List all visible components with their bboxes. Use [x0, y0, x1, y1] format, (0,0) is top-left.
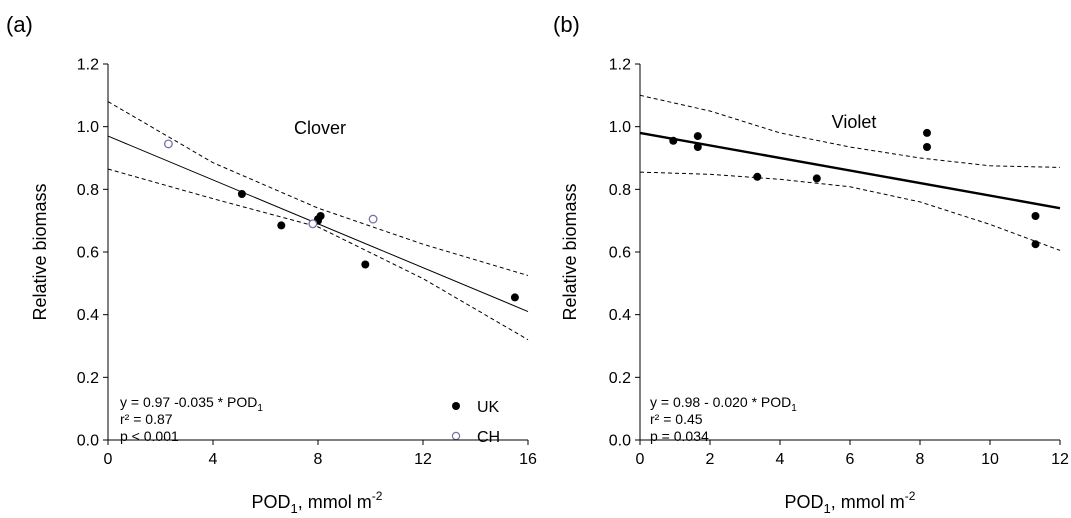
panel-a-legend: UK CH — [451, 399, 500, 446]
y-tick-label: 0.4 — [77, 307, 99, 324]
y-tick-label: 0.8 — [609, 182, 631, 199]
y-tick-label: 0.2 — [77, 370, 99, 387]
panel-a-data-point — [237, 190, 246, 198]
panel-a-data-point — [163, 139, 173, 149]
panel-a: (a) Clover Relative biomass POD1, mmol m… — [6, 12, 537, 516]
panel-b-stats: y = 0.98 - 0.020 * POD1 r² = 0.45 p = 0.… — [650, 394, 797, 444]
panel-b-data-point — [923, 143, 931, 151]
panel-b-x-axis-label: POD1, mmol m-2 — [785, 489, 916, 516]
panel-b-ci-upper-line — [639, 94, 1061, 168]
panel-a-data-point — [510, 293, 519, 302]
panel-a-y-axis-label: Relative biomass — [30, 183, 50, 320]
panel-b-data-point — [1031, 240, 1040, 249]
x-tick-label: 0 — [636, 451, 645, 468]
panel-b-data-point — [1031, 212, 1040, 220]
x-tick-label: 12 — [414, 451, 432, 468]
panel-b-label: (b) — [553, 12, 580, 37]
panel-b-y-axis-label: Relative biomass — [560, 183, 580, 320]
panel-a-data-point — [308, 219, 318, 229]
y-tick-label: 0.4 — [609, 307, 631, 324]
y-tick-label: 1.0 — [609, 119, 631, 136]
panel-a-x-axis-label: POD1, mmol m-2 — [252, 489, 383, 516]
x-tick-label: 0 — [104, 451, 113, 468]
panel-b: (b) Violet Relative biomass POD1, mmol m… — [553, 12, 1069, 516]
x-tick-label: 4 — [776, 451, 785, 468]
x-tick-label: 16 — [519, 451, 537, 468]
panel-b-fit-line — [639, 131, 1061, 210]
y-tick-label: 0.6 — [77, 245, 99, 262]
legend-ch-label: CH — [477, 429, 500, 446]
panel-b-data-point — [753, 172, 762, 181]
legend-ch-marker — [451, 431, 461, 441]
panel-a-data-point — [277, 221, 286, 230]
panel-a-equation: y = 0.97 -0.035 * POD1 — [120, 394, 263, 414]
panel-b-title: Violet — [832, 112, 877, 132]
y-tick-label: 0.0 — [77, 433, 99, 450]
panel-b-data-point — [669, 136, 678, 145]
panel-b-equation: y = 0.98 - 0.020 * POD1 — [650, 394, 797, 414]
panel-a-ci-lower-line — [107, 168, 529, 341]
panel-a-p-value: p < 0.001 — [120, 428, 179, 444]
panel-a-data-point — [316, 212, 325, 220]
x-tick-label: 8 — [916, 451, 925, 468]
x-tick-label: 6 — [846, 451, 855, 468]
panel-b-data-point — [812, 174, 821, 183]
legend-uk-label: UK — [477, 399, 500, 416]
panel-b-r-squared: r² = 0.45 — [650, 411, 703, 427]
panel-a-data-point — [368, 214, 378, 224]
panel-b-p-value: p = 0.034 — [650, 428, 709, 444]
x-tick-label: 2 — [706, 451, 715, 468]
y-tick-label: 0.6 — [609, 245, 631, 262]
y-tick-label: 1.0 — [77, 119, 99, 136]
x-tick-label: 10 — [981, 451, 999, 468]
y-tick-label: 1.2 — [609, 57, 631, 74]
panel-a-label: (a) — [6, 12, 33, 37]
panel-a-data-point — [361, 260, 370, 269]
panel-b-data-point — [923, 128, 931, 137]
x-tick-label: 4 — [209, 451, 218, 468]
y-tick-label: 1.2 — [77, 57, 99, 74]
y-tick-label: 0.2 — [609, 370, 631, 387]
legend-uk-marker — [452, 402, 460, 410]
panel-a-title: Clover — [294, 118, 346, 138]
panel-a-ci-upper-line — [107, 101, 529, 276]
panel-b-data-point — [693, 143, 702, 151]
x-tick-label: 12 — [1051, 451, 1069, 468]
panel-a-stats: y = 0.97 -0.035 * POD1 r² = 0.87 p < 0.0… — [120, 394, 263, 444]
panel-b-ci-lower-line — [639, 171, 1061, 251]
y-tick-label: 0.8 — [77, 182, 99, 199]
panel-b-data-point — [693, 132, 702, 141]
x-tick-label: 8 — [314, 451, 323, 468]
panel-a-r-squared: r² = 0.87 — [120, 411, 173, 427]
y-tick-label: 0.0 — [609, 433, 631, 450]
